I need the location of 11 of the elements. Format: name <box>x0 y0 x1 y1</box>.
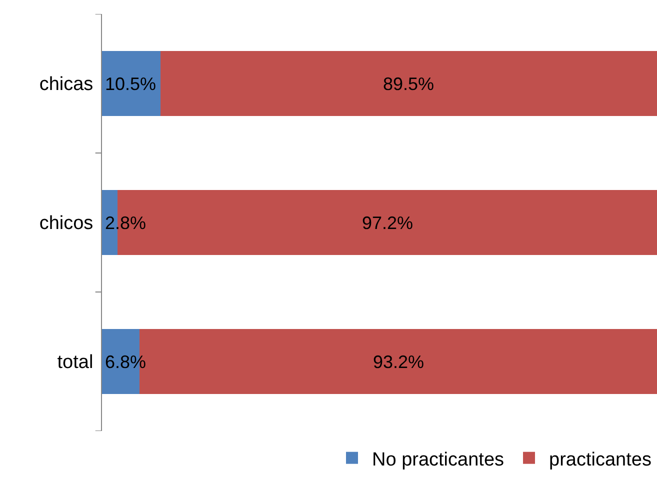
y-tick-label: total <box>57 352 94 374</box>
legend-label: practicantes <box>549 449 652 470</box>
data-label: 89.5% <box>383 74 434 94</box>
y-tick-label: chicos <box>39 213 94 234</box>
y-tick-label: chicas <box>39 74 94 96</box>
bar <box>102 50 160 116</box>
legend-label: No practicantes <box>372 449 504 470</box>
data-label: 93.2% <box>373 352 424 372</box>
data-label: 10.5% <box>105 74 156 94</box>
bar <box>160 50 657 116</box>
data-label: 97.2% <box>362 213 414 233</box>
